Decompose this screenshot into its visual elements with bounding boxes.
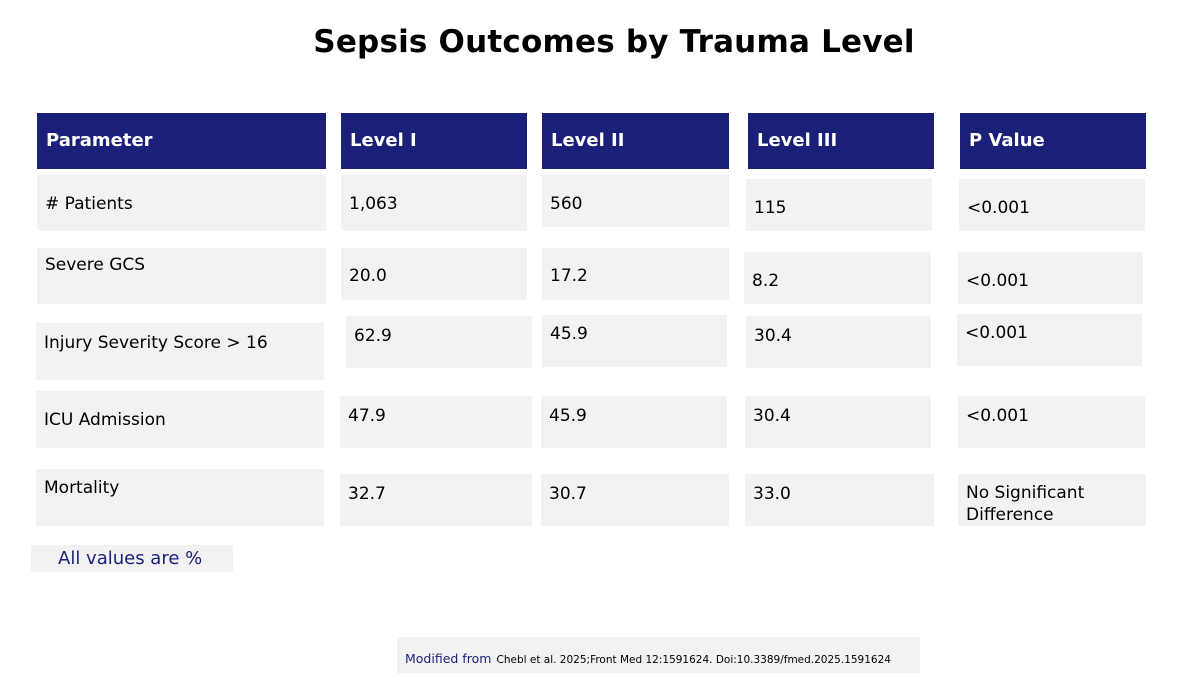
table-cell: <0.001 [958, 396, 1145, 448]
table-cell: 45.9 [542, 315, 727, 367]
table-cell: 560 [542, 175, 729, 227]
header-level-1: Level I [341, 113, 527, 169]
citation-reference: Chebl et al. 2025;Front Med 12:1591624. … [496, 654, 891, 666]
table-cell: 20.0 [341, 248, 527, 300]
table-cell: 1,063 [341, 175, 527, 231]
table-cell: 47.9 [340, 396, 532, 448]
table-cell: <0.001 [958, 252, 1143, 304]
table-cell: 30.4 [746, 316, 931, 368]
table-cell: 30.4 [745, 396, 931, 448]
table-cell: Mortality [36, 469, 324, 526]
header-level-2: Level II [542, 113, 729, 169]
page-title: Sepsis Outcomes by Trauma Level [313, 24, 915, 60]
table-cell: No Significant Difference [958, 474, 1146, 526]
table-cell: Injury Severity Score > 16 [36, 323, 324, 380]
table-cell: ICU Admission [36, 391, 324, 448]
header-p-value: P Value [960, 113, 1146, 169]
table-cell: 45.9 [541, 396, 727, 448]
table-cell: 115 [746, 179, 932, 231]
table-cell: 62.9 [346, 316, 532, 368]
table-cell: 33.0 [745, 474, 934, 526]
table-cell: Severe GCS [37, 248, 326, 304]
citation-prefix: Modified from [405, 651, 492, 666]
header-level-3: Level III [748, 113, 934, 169]
units-note: All values are % [31, 545, 233, 572]
table-cell: 32.7 [340, 474, 532, 526]
citation: Modified from Chebl et al. 2025;Front Me… [397, 637, 920, 673]
table-cell: 17.2 [542, 248, 729, 300]
table-cell: 30.7 [541, 474, 729, 526]
header-parameter: Parameter [37, 113, 326, 169]
table-cell: 8.2 [744, 252, 931, 304]
table-cell: # Patients [37, 175, 326, 231]
table-cell: <0.001 [959, 179, 1145, 231]
table-cell: <0.001 [957, 314, 1142, 366]
